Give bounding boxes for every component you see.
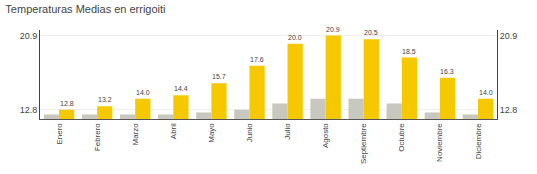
svg-text:20.5: 20.5 bbox=[364, 29, 378, 36]
svg-text:Febrero: Febrero bbox=[93, 123, 102, 152]
svg-text:20.0: 20.0 bbox=[288, 34, 302, 41]
svg-text:Diciembre: Diciembre bbox=[474, 123, 483, 160]
svg-text:Septiembre: Septiembre bbox=[359, 123, 368, 164]
svg-text:14.0: 14.0 bbox=[479, 89, 493, 96]
svg-text:Temperaturas Medias en errigoi: Temperaturas Medias en errigoiti bbox=[5, 3, 165, 15]
svg-text:15.7: 15.7 bbox=[212, 73, 226, 80]
svg-text:Agosto: Agosto bbox=[321, 123, 330, 148]
svg-text:Junio: Junio bbox=[245, 123, 254, 143]
svg-text:18.5: 18.5 bbox=[402, 48, 416, 55]
svg-text:Octubre: Octubre bbox=[397, 123, 406, 152]
svg-text:Enero: Enero bbox=[55, 123, 64, 145]
svg-text:20.9: 20.9 bbox=[20, 31, 38, 41]
svg-text:Abril: Abril bbox=[169, 123, 178, 139]
svg-text:20.9: 20.9 bbox=[500, 31, 518, 41]
svg-text:Mayo: Mayo bbox=[207, 123, 216, 143]
svg-text:14.4: 14.4 bbox=[174, 85, 188, 92]
svg-text:Julio: Julio bbox=[283, 123, 292, 140]
svg-text:12.8: 12.8 bbox=[500, 105, 518, 115]
svg-text:Marzo: Marzo bbox=[131, 123, 140, 146]
svg-text:20.9: 20.9 bbox=[326, 26, 340, 33]
svg-text:14.0: 14.0 bbox=[136, 89, 150, 96]
svg-text:12.8: 12.8 bbox=[20, 105, 38, 115]
svg-text:13.2: 13.2 bbox=[98, 96, 112, 103]
svg-text:12.8: 12.8 bbox=[60, 100, 74, 107]
svg-text:17.6: 17.6 bbox=[250, 56, 264, 63]
svg-text:Noviembre: Noviembre bbox=[435, 123, 444, 162]
svg-text:16.3: 16.3 bbox=[440, 68, 454, 75]
